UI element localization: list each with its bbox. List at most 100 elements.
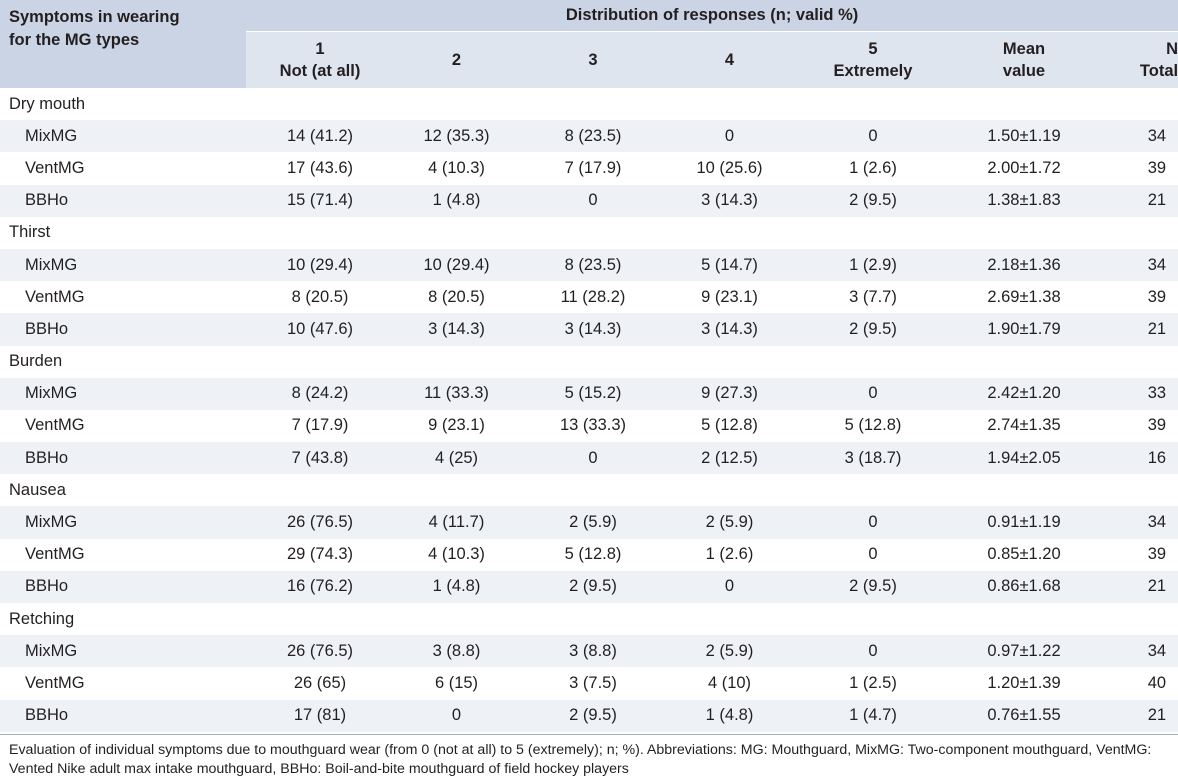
group-label: Retching: [9, 609, 75, 628]
table-cell: 3 (7.5): [569, 673, 617, 692]
table-cell: 5 (14.7): [667, 248, 792, 282]
table-cell: 1 (2.5): [849, 673, 897, 692]
row-label: BBHo: [0, 699, 246, 732]
distribution-header: Distribution of responses (n; valid %): [246, 0, 1178, 32]
table-cell: 3 (7.7): [849, 287, 897, 306]
table-cell: 3 (14.3): [394, 313, 519, 346]
column-header-4: 4: [667, 31, 792, 88]
table-row: BBHo 16 (76.2) 1 (4.8) 2 (9.5) 0 2 (9.5) 0.86±…: [0, 570, 1178, 603]
table-cell: 16 (76.2): [246, 570, 394, 603]
symptoms-header-line2: for the MG types: [9, 31, 140, 49]
table-cell: 0: [519, 442, 667, 475]
table-cell: 1 (4.8): [667, 699, 792, 732]
table-row: VentMG 17 (43.6) 4 (10.3) 7 (17.9) 10 (25.6)…: [0, 152, 1178, 184]
table-cell: 1 (4.8): [394, 570, 519, 603]
table-cell: 8 (23.5): [519, 248, 667, 282]
group-label: Dry mouth: [9, 94, 86, 113]
row-label: MixMG: [0, 120, 246, 153]
table-cell: 9 (23.1): [428, 416, 485, 435]
table-cell: 10 (47.6): [246, 313, 394, 346]
table-cell: 3 (8.8): [394, 635, 519, 668]
table-cell: 0.76±1.55: [954, 699, 1094, 732]
table-cell: 1.90±1.79: [954, 313, 1094, 346]
table-row: BBHo 15 (71.4) 1 (4.8) 0 3 (14.3) 2 (9.5) 1.38…: [0, 184, 1178, 217]
group-row: Burden: [0, 346, 1178, 378]
table-cell: 0: [519, 184, 667, 217]
table-cell: 21: [1094, 699, 1178, 732]
table-cell: 3 (14.3): [667, 313, 792, 346]
table-cell: 2 (9.5): [519, 570, 667, 603]
table-row: BBHo 17 (81) 0 2 (9.5) 1 (4.8) 1 (4.7) 0.76±1.…: [0, 699, 1178, 732]
group-label: Thirst: [9, 223, 51, 242]
table-cell: 21: [1094, 313, 1178, 346]
table-row: VentMG 29 (74.3) 4 (10.3) 5 (12.8) 1 (2.6) 0 0…: [0, 539, 1178, 571]
table-cell: 2 (9.5): [792, 570, 954, 603]
row-label: MixMG: [0, 248, 246, 282]
row-label: VentMG: [25, 673, 85, 692]
table-cell: 39: [1147, 545, 1167, 564]
column-header-line2: Not (at all): [279, 62, 361, 80]
table-cell: 21: [1094, 570, 1178, 603]
table-cell: 17 (81): [246, 699, 394, 732]
symptoms-column-header: Symptoms in wearing for the MG types: [0, 0, 246, 88]
table-cell: 7 (17.9): [564, 158, 622, 177]
table-cell: 9 (27.3): [667, 377, 792, 410]
row-label: MixMG: [0, 506, 246, 539]
table-cell: 8 (23.5): [519, 120, 667, 153]
row-label: BBHo: [0, 570, 246, 603]
row-label: MixMG: [0, 377, 246, 410]
table-cell: 2.18±1.36: [954, 248, 1094, 282]
column-header-line1: 2: [451, 51, 462, 69]
table-cell: 8 (24.2): [246, 377, 394, 410]
table-cell: 7 (17.9): [291, 416, 349, 435]
table-cell: 1 (4.7): [792, 699, 954, 732]
table-row: MixMG 14 (41.2) 12 (35.3) 8 (23.5) 0 0 1.50±1.…: [0, 120, 1178, 153]
group-label: Burden: [9, 352, 63, 371]
table-cell: 4 (10.3): [428, 158, 485, 177]
table-cell: 10 (29.4): [394, 248, 519, 282]
table-cell: 39: [1147, 416, 1167, 435]
table-cell: 10 (29.4): [246, 248, 394, 282]
table-footnote: Evaluation of individual symptoms due to…: [0, 733, 1178, 779]
table-cell: 2 (5.9): [667, 635, 792, 668]
column-header-3: 3: [519, 31, 667, 88]
symptoms-table: Symptoms in wearing for the MG types Dis…: [0, 0, 1178, 732]
table-cell: 34: [1094, 248, 1178, 282]
column-header-line2: Extremely: [833, 62, 913, 80]
table-cell: 1 (4.8): [394, 184, 519, 217]
table-cell: 1 (2.6): [705, 545, 754, 564]
column-header-line2: value: [1002, 62, 1046, 80]
table-cell: 0: [792, 120, 954, 153]
table-cell: 0: [667, 120, 792, 153]
table-body: Dry mouth MixMG 14 (41.2) 12 (35.3) 8 (23.5)…: [0, 88, 1178, 732]
row-label: VentMG: [25, 416, 85, 435]
symptoms-header-line1: Symptoms in wearing: [9, 8, 180, 26]
table-cell: 34: [1094, 635, 1178, 668]
table-row: MixMG 10 (29.4) 10 (29.4) 8 (23.5) 5 (14.7) 1…: [0, 248, 1178, 282]
column-header-2: 2: [394, 31, 519, 88]
table-cell: 2 (12.5): [667, 442, 792, 475]
table-cell: 1.94±2.05: [954, 442, 1094, 475]
table-cell: 4 (10): [707, 673, 752, 692]
table-row: MixMG 26 (76.5) 4 (11.7) 2 (5.9) 2 (5.9) 0 0.9…: [0, 506, 1178, 539]
group-label: Nausea: [9, 480, 66, 499]
table-cell: 0: [868, 545, 878, 564]
table-cell: 8 (20.5): [291, 287, 349, 306]
table-row: MixMG 26 (76.5) 3 (8.8) 3 (8.8) 2 (5.9) 0 0.97…: [0, 635, 1178, 668]
table-cell: 2.74±1.35: [987, 416, 1061, 435]
table-cell: 26 (76.5): [246, 635, 394, 668]
table-cell: 4 (10.3): [428, 545, 485, 564]
table-cell: 8 (20.5): [428, 287, 485, 306]
table-cell: 29 (74.3): [286, 545, 354, 564]
table-cell: 34: [1094, 506, 1178, 539]
table-cell: 0.86±1.68: [954, 570, 1094, 603]
table-cell: 7 (43.8): [246, 442, 394, 475]
table-cell: 0: [394, 699, 519, 732]
table-cell: 10 (25.6): [696, 158, 763, 177]
table-cell: 4 (11.7): [394, 506, 519, 539]
column-header-line1: 5: [868, 40, 878, 58]
table-row: BBHo 7 (43.8) 4 (25) 0 2 (12.5) 3 (18.7) 1.94±…: [0, 442, 1178, 475]
row-label: BBHo: [0, 442, 246, 475]
table-cell: 5 (12.8): [844, 416, 902, 435]
column-header-line2: Total: [1139, 62, 1178, 80]
